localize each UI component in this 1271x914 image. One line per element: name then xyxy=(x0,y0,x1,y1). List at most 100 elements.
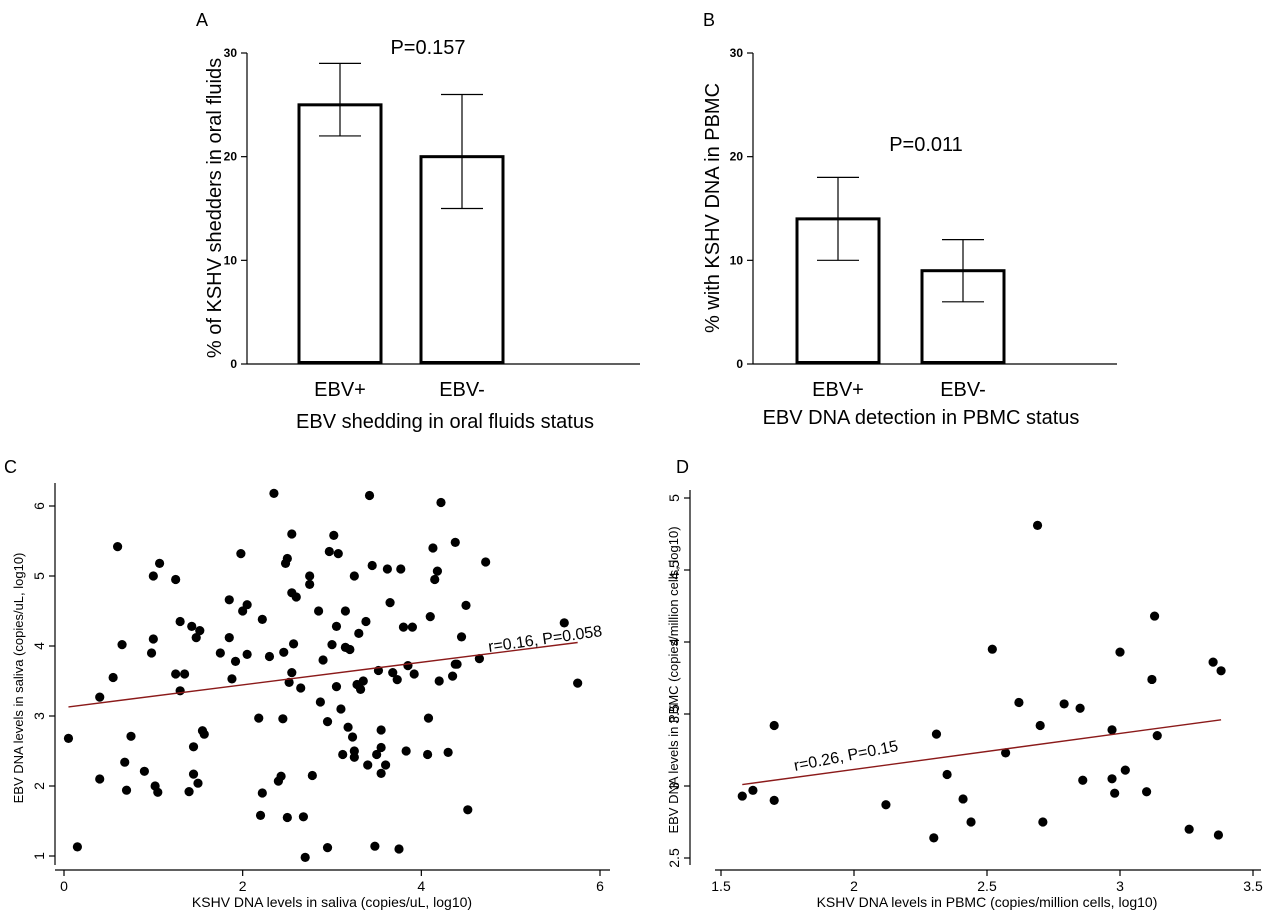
d-data-point xyxy=(1115,647,1125,657)
c-data-point xyxy=(363,760,373,770)
c-data-point xyxy=(257,614,267,625)
c-data-point xyxy=(443,747,453,758)
panel-b-label: B xyxy=(703,10,715,30)
c-data-point xyxy=(394,844,404,854)
c-data-point xyxy=(358,676,368,686)
c-data-point xyxy=(355,684,366,695)
c-data-point xyxy=(108,672,118,683)
c-data-point xyxy=(314,606,324,616)
d-y-tick-label: 3.5 xyxy=(666,704,682,724)
d-data-point xyxy=(1032,520,1043,530)
c-data-point xyxy=(376,768,386,779)
panel-b-y-label: % with KSHV DNA in PBMC xyxy=(702,83,724,333)
c-data-point xyxy=(288,639,299,649)
panel-d-fit-line xyxy=(742,719,1222,786)
d-y-tick-label: 2.5 xyxy=(666,848,682,868)
panel-c-label: C xyxy=(4,457,17,477)
c-x-tick-label: 4 xyxy=(417,878,425,894)
d-data-point xyxy=(737,791,747,801)
c-data-point xyxy=(347,732,358,742)
c-data-point xyxy=(349,746,359,756)
c-data-point xyxy=(345,644,355,655)
panel-a-y-axis: 0 10 20 30 xyxy=(224,46,248,371)
c-data-point xyxy=(236,549,246,559)
c-data-point xyxy=(461,600,471,611)
c-data-point xyxy=(224,595,234,605)
c-x-tick-label: 6 xyxy=(596,878,604,894)
a-y-tick-label: 0 xyxy=(230,357,237,371)
panel-d-points xyxy=(737,520,1226,843)
c-data-point xyxy=(171,574,181,585)
c-data-point xyxy=(349,571,359,581)
panel-b: B 0 10 20 30 EBV+ EBV- P=0.011 EBV DNA detec… xyxy=(702,10,1117,429)
c-data-point xyxy=(559,618,569,628)
panel-c-annotation: r=0.16, P=0.058 xyxy=(487,623,603,656)
panel-c-x-label: KSHV DNA levels in saliva (copies/uL, lo… xyxy=(192,894,472,910)
c-data-point xyxy=(474,654,484,664)
c-data-point xyxy=(305,571,315,581)
d-x-tick-label: 3 xyxy=(1116,878,1124,894)
c-data-point xyxy=(195,626,205,636)
c-data-point xyxy=(376,725,386,735)
d-y-tick-label: 3 xyxy=(666,782,682,790)
d-data-point xyxy=(769,795,779,806)
c-data-point xyxy=(376,742,386,753)
panel-a-label: A xyxy=(196,10,208,30)
c-data-point xyxy=(333,549,343,559)
a-category-label: EBV- xyxy=(439,379,485,401)
d-data-point xyxy=(1038,817,1048,827)
c-data-point xyxy=(175,686,185,696)
d-x-tick-label: 2.5 xyxy=(977,878,997,894)
c-data-point xyxy=(392,675,402,685)
c-data-point xyxy=(322,843,333,853)
d-data-point xyxy=(769,720,779,731)
c-y-tick-label: 3 xyxy=(31,712,47,720)
panel-c: C 0 2 4 6 1 2 3 4 5 6 r=0.16, P=0.058 KSHV DNA le… xyxy=(4,457,610,910)
c-data-point xyxy=(401,746,411,756)
c-data-point xyxy=(199,729,209,739)
c-data-point xyxy=(215,648,225,658)
panel-c-y-label: EBV DNA levels in saliva (copies/uL, log… xyxy=(11,553,26,804)
c-data-point xyxy=(331,682,342,692)
c-data-point xyxy=(370,841,380,851)
c-data-point xyxy=(224,633,234,643)
c-data-point xyxy=(430,574,440,585)
panel-c-fit-line xyxy=(68,641,578,708)
panel-a: A 0 10 20 30 EBV+ EBV- P=0.157 EBV shedding … xyxy=(196,10,640,433)
c-data-point xyxy=(227,674,237,684)
d-y-tick-label: 5 xyxy=(666,494,682,502)
b-y-tick-label: 20 xyxy=(730,150,744,164)
panel-d: D 1.5 2 2.5 3 3.5 2.5 3 3.5 4 4.5 5 r=0.26, P=0.15… xyxy=(666,457,1263,910)
c-data-point xyxy=(113,542,123,552)
c-y-tick-label: 5 xyxy=(31,572,47,580)
c-y-tick-label: 1 xyxy=(31,852,47,860)
d-y-tick-label: 4.5 xyxy=(666,560,682,580)
d-data-point xyxy=(1149,611,1160,621)
c-data-point xyxy=(95,774,105,784)
c-data-point xyxy=(188,769,199,779)
c-data-point xyxy=(282,812,292,823)
c-data-point xyxy=(364,490,375,501)
d-data-point xyxy=(1142,787,1152,797)
c-data-point xyxy=(184,787,194,797)
panel-d-ticks: 1.5 2 2.5 3 3.5 2.5 3 3.5 4 4.5 5 xyxy=(666,494,1263,894)
d-x-tick-label: 1.5 xyxy=(711,878,731,894)
c-data-point xyxy=(436,497,446,508)
c-data-point xyxy=(148,634,158,644)
d-data-point xyxy=(881,800,891,810)
c-data-point xyxy=(324,546,334,557)
d-data-point xyxy=(958,794,968,804)
b-category-label: EBV- xyxy=(940,379,986,401)
c-data-point xyxy=(154,558,165,569)
c-data-point xyxy=(284,677,294,688)
c-data-point xyxy=(354,628,364,639)
c-data-point xyxy=(95,692,105,702)
d-data-point xyxy=(1208,657,1218,667)
b-y-tick-label: 0 xyxy=(736,357,743,371)
d-data-point xyxy=(1147,674,1157,685)
c-data-point xyxy=(193,778,203,788)
panel-c-points xyxy=(63,488,583,863)
c-data-point xyxy=(450,537,460,548)
c-data-point xyxy=(382,564,392,574)
c-data-point xyxy=(336,704,346,714)
